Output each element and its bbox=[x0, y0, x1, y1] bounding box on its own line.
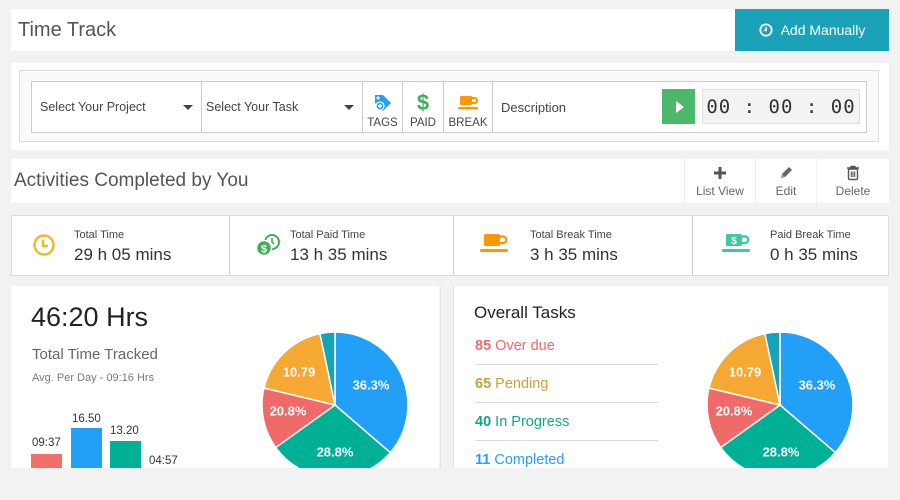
money-clock-icon: $ bbox=[255, 233, 281, 262]
overall-tasks-panel: Overall Tasks 85 Over due 65 Pending 40 … bbox=[454, 286, 888, 468]
pie-label-blue: 36.3% bbox=[352, 377, 390, 393]
stat-label: Paid Break Time bbox=[770, 229, 851, 241]
pencil-icon bbox=[778, 164, 794, 182]
in-progress-label: In Progress bbox=[495, 414, 570, 430]
paid-coffee-icon: $ bbox=[721, 233, 751, 260]
pie-label-green: 28.8% bbox=[316, 444, 354, 460]
time-tracker-bar: Select Your Project Select Your Task TAG… bbox=[11, 63, 889, 150]
task-status-completed[interactable]: 11 Completed bbox=[475, 452, 658, 468]
task-status-in-progress[interactable]: 40 In Progress bbox=[475, 414, 658, 441]
bar-1 bbox=[31, 454, 62, 468]
chevron-down-icon bbox=[344, 104, 354, 110]
stat-value: 0 h 35 mins bbox=[770, 245, 858, 264]
pending-count: 65 bbox=[475, 376, 492, 392]
list-view-label: List View bbox=[696, 184, 744, 198]
task-status-overdue[interactable]: 85 Over due bbox=[475, 338, 658, 365]
pie-label-blue: 36.3% bbox=[798, 377, 836, 393]
divider bbox=[453, 286, 454, 468]
overdue-count: 85 bbox=[475, 338, 492, 354]
dollar-icon: $ bbox=[416, 90, 430, 115]
paid-label: PAID bbox=[410, 117, 436, 129]
coffee-cup-icon bbox=[457, 92, 479, 114]
pie-label-orange: 10.79 bbox=[282, 364, 316, 380]
stat-total-paid-time: $ Total Paid Time 13 h 35 mins bbox=[230, 216, 454, 275]
play-icon bbox=[675, 100, 684, 113]
stat-paid-break-time: $ Paid Break Time 0 h 35 mins bbox=[693, 216, 888, 275]
pie-label-orange: 10.79 bbox=[728, 364, 762, 380]
stats-row: Total Time 29 h 05 mins $ Total Paid Tim… bbox=[11, 215, 889, 276]
project-select[interactable]: Select Your Project bbox=[32, 82, 202, 132]
avg-per-day: Avg. Per Day - 09:16 Hrs bbox=[32, 372, 155, 384]
stat-label: Total Paid Time bbox=[290, 229, 366, 241]
activities-actions: List View Edit Delete bbox=[684, 159, 889, 203]
delete-label: Delete bbox=[835, 184, 871, 198]
stat-value: 13 h 35 mins bbox=[290, 245, 388, 264]
stat-total-time: Total Time 29 h 05 mins bbox=[12, 216, 230, 275]
chevron-down-icon bbox=[183, 104, 193, 110]
activities-title: Activities Completed by You bbox=[14, 170, 249, 191]
bar-2 bbox=[71, 428, 102, 468]
trash-icon bbox=[846, 164, 860, 182]
bar-3 bbox=[110, 441, 141, 468]
divider bbox=[440, 286, 441, 468]
tag-icon bbox=[373, 92, 393, 114]
pie-label-red: 20.8% bbox=[715, 403, 753, 419]
start-timer-button[interactable] bbox=[662, 89, 695, 124]
plus-icon bbox=[713, 164, 727, 182]
edit-button[interactable]: Edit bbox=[755, 159, 816, 203]
svg-text:$: $ bbox=[731, 236, 737, 247]
delete-button[interactable]: Delete bbox=[816, 159, 889, 203]
task-select-placeholder: Select Your Task bbox=[206, 100, 299, 114]
time-tracked-panel: 46:20 Hrs Total Time Tracked Avg. Per Da… bbox=[11, 286, 439, 468]
project-select-placeholder: Select Your Project bbox=[40, 100, 146, 114]
stat-label: Total Break Time bbox=[530, 229, 612, 241]
time-pie-chart bbox=[261, 331, 409, 468]
pie-label-red: 20.8% bbox=[269, 403, 307, 419]
svg-text:$: $ bbox=[261, 244, 267, 256]
stat-total-break-time: Total Break Time 3 h 35 mins bbox=[454, 216, 693, 275]
overdue-label: Over due bbox=[495, 338, 555, 354]
tags-label: TAGS bbox=[367, 117, 398, 129]
add-manually-label: Add Manually bbox=[780, 22, 866, 38]
tags-button[interactable]: TAGS bbox=[363, 82, 403, 132]
tracker-container: Select Your Project Select Your Task TAG… bbox=[19, 70, 879, 142]
coffee-cup-icon bbox=[479, 233, 509, 260]
tracker-row: Select Your Project Select Your Task TAG… bbox=[31, 81, 867, 133]
clock-icon bbox=[759, 23, 773, 37]
in-progress-count: 40 bbox=[475, 414, 492, 430]
break-label: BREAK bbox=[448, 117, 488, 129]
bar-4-label: 04:57 bbox=[149, 455, 178, 467]
total-hours: 46:20 Hrs bbox=[31, 302, 149, 332]
bar-2-label: 16.50 bbox=[72, 413, 101, 425]
overall-tasks-title: Overall Tasks bbox=[474, 303, 576, 322]
stat-label: Total Time bbox=[74, 229, 125, 241]
task-status-pending[interactable]: 65 Pending bbox=[475, 376, 658, 403]
bar-1-label: 09:37 bbox=[32, 437, 61, 449]
page-header: Time Track Add Manually bbox=[11, 9, 889, 51]
task-select[interactable]: Select Your Task bbox=[202, 82, 363, 132]
add-manually-button[interactable]: Add Manually bbox=[735, 9, 889, 51]
paid-button[interactable]: $ PAID bbox=[403, 82, 444, 132]
tasks-pie-chart bbox=[706, 331, 854, 468]
stat-value: 29 h 05 mins bbox=[74, 245, 172, 264]
stat-value: 3 h 35 mins bbox=[530, 245, 618, 264]
completed-count: 11 bbox=[475, 452, 491, 468]
break-button[interactable]: BREAK bbox=[444, 82, 493, 132]
timer-display: 00 : 00 : 00 bbox=[702, 89, 860, 124]
pending-label: Pending bbox=[495, 376, 549, 392]
bar-3-label: 13.20 bbox=[110, 425, 139, 437]
pie-label-green: 28.8% bbox=[762, 444, 800, 460]
description-input[interactable]: Description 00 : 00 : 00 bbox=[493, 82, 866, 132]
activities-header: Activities Completed by You List View Ed… bbox=[11, 159, 889, 203]
edit-label: Edit bbox=[775, 184, 797, 198]
completed-label: Completed bbox=[494, 452, 565, 468]
description-placeholder: Description bbox=[501, 99, 567, 115]
total-time-tracked-label: Total Time Tracked bbox=[32, 346, 158, 363]
page-title: Time Track bbox=[18, 19, 117, 41]
list-view-button[interactable]: List View bbox=[684, 159, 755, 203]
clock-icon bbox=[32, 233, 56, 262]
